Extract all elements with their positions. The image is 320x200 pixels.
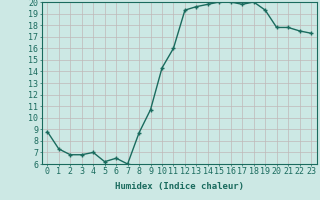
X-axis label: Humidex (Indice chaleur): Humidex (Indice chaleur) (115, 182, 244, 191)
